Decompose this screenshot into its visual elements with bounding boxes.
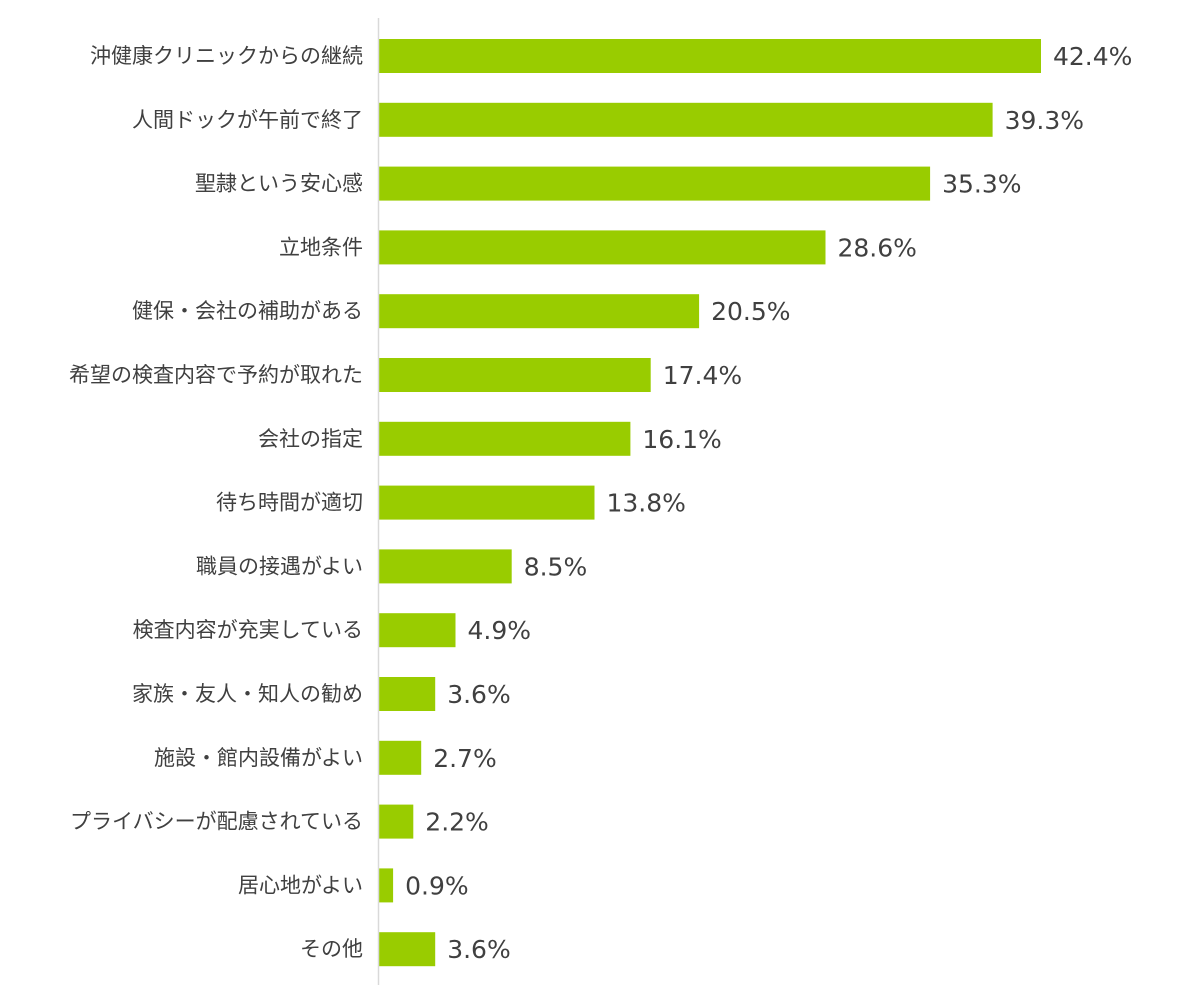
category-label: 居心地がよい xyxy=(238,873,363,897)
bar xyxy=(379,294,700,329)
value-label: 35.3% xyxy=(942,170,1021,199)
value-label: 28.6% xyxy=(838,233,917,262)
value-label: 13.8% xyxy=(607,489,686,518)
bars-group xyxy=(379,39,1041,967)
value-label: 2.7% xyxy=(433,744,497,773)
value-label: 4.9% xyxy=(468,616,532,645)
value-label: 20.5% xyxy=(711,297,790,326)
value-label: 8.5% xyxy=(524,552,588,581)
category-label: 職員の接遇がよい xyxy=(196,554,363,578)
value-label: 0.9% xyxy=(405,871,469,900)
bar xyxy=(379,102,993,137)
bar xyxy=(379,932,436,967)
bar xyxy=(379,677,436,711)
category-label: 立地条件 xyxy=(279,235,363,259)
value-label: 3.6% xyxy=(447,935,511,964)
category-label: 希望の検査内容で予約が取れた xyxy=(69,363,363,387)
category-label: 待ち時間が適切 xyxy=(216,491,363,515)
bar xyxy=(379,166,931,201)
category-label: 施設・館内設備がよい xyxy=(154,746,363,770)
bar xyxy=(379,230,826,265)
value-label: 16.1% xyxy=(642,425,721,454)
bar xyxy=(379,613,456,648)
category-label: 聖隷という安心感 xyxy=(195,172,363,196)
bar xyxy=(379,740,422,775)
bar xyxy=(379,549,512,584)
category-label: 健保・会社の補助がある xyxy=(132,299,363,323)
value-label: 39.3% xyxy=(1005,106,1084,135)
value-label: 2.2% xyxy=(425,808,489,837)
category-label: 人間ドックが午前で終了 xyxy=(132,108,363,132)
value-label: 42.4% xyxy=(1053,42,1132,71)
bar xyxy=(379,421,631,456)
bar xyxy=(379,868,394,903)
bar xyxy=(379,39,1041,73)
bar xyxy=(379,358,651,392)
bar xyxy=(379,485,595,520)
category-label: 検査内容が充実している xyxy=(133,618,363,642)
category-label: プライバシーが配慮されている xyxy=(70,810,363,834)
category-label: 会社の指定 xyxy=(258,427,363,451)
category-label: 沖健康クリニックからの継続 xyxy=(90,44,363,68)
category-label: その他 xyxy=(300,937,363,961)
value-labels: 42.4% 39.3% 35.3% 28.6% 20.5% 17.4% 16.1% 13.8%… xyxy=(405,42,1132,964)
value-label: 3.6% xyxy=(447,680,511,709)
category-labels: 沖健康クリニックからの継続人間ドックが午前で終了聖隷という安心感立地条件健保・会… xyxy=(69,44,363,961)
category-label: 家族・友人・知人の勧め xyxy=(132,682,363,706)
value-label: 17.4% xyxy=(663,361,742,390)
bar xyxy=(379,804,414,839)
